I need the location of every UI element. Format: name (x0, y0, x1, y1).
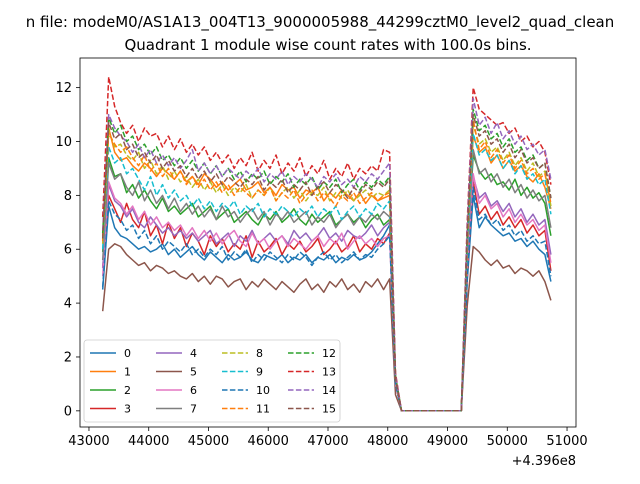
legend-label-0: 0 (124, 347, 131, 360)
legend-label-3: 3 (124, 403, 131, 416)
legend-label-1: 1 (124, 366, 131, 379)
legend-label-13: 13 (322, 366, 336, 379)
legend-label-14: 14 (322, 384, 336, 397)
y-tick-label: 6 (64, 243, 72, 258)
x-tick-label: 43000 (68, 434, 109, 449)
x-tick-label: 44000 (128, 434, 169, 449)
x-tick-label: 47000 (307, 434, 348, 449)
legend-label-6: 6 (190, 384, 197, 397)
legend-frame (83, 339, 341, 423)
legend-label-7: 7 (190, 403, 197, 416)
y-tick-label: 12 (55, 81, 72, 96)
x-tick-label: 48000 (367, 434, 408, 449)
series-line-7 (101, 148, 552, 412)
x-tick-label: 45000 (188, 434, 229, 449)
series-line-10 (101, 186, 552, 412)
legend-label-4: 4 (190, 347, 197, 360)
series-line-15 (101, 113, 552, 412)
series-line-13 (101, 76, 552, 412)
y-tick-label: 0 (64, 404, 72, 419)
plot-area: 43000 44000 45000 46000 47000 48000 49000 50000… (55, 57, 588, 449)
y-tick-label: 8 (64, 189, 72, 204)
legend-label-9: 9 (256, 366, 263, 379)
x-tick-label: 49000 (427, 434, 468, 449)
series-line-11 (101, 119, 552, 412)
x-tick-label: 50000 (487, 434, 528, 449)
y-tick-label: 4 (64, 297, 72, 312)
chart-title: Quadrant 1 module wise count rates with … (124, 36, 531, 54)
x-tick-label: 46000 (248, 434, 289, 449)
figure-suptitle: n file: modeM0/AS1A13_004T13_9000005988_… (26, 13, 615, 32)
series-line-6 (101, 173, 552, 412)
series-line-8 (101, 124, 552, 412)
legend-label-10: 10 (256, 384, 270, 397)
series-line-14 (101, 97, 552, 412)
legend-label-15: 15 (322, 403, 336, 416)
legend-label-8: 8 (256, 347, 263, 360)
x-tick-label: 51000 (546, 434, 587, 449)
series-line-5 (101, 243, 552, 412)
y-tick-label: 10 (55, 135, 72, 150)
legend-label-2: 2 (124, 384, 131, 397)
legend-label-11: 11 (256, 403, 270, 416)
series-line-9 (101, 132, 552, 412)
series-line-0 (101, 194, 552, 412)
x-offset-label: +4.396e8 (512, 454, 576, 469)
y-tick-label: 2 (64, 350, 72, 365)
legend-label-12: 12 (322, 347, 336, 360)
legend-label-5: 5 (190, 366, 197, 379)
